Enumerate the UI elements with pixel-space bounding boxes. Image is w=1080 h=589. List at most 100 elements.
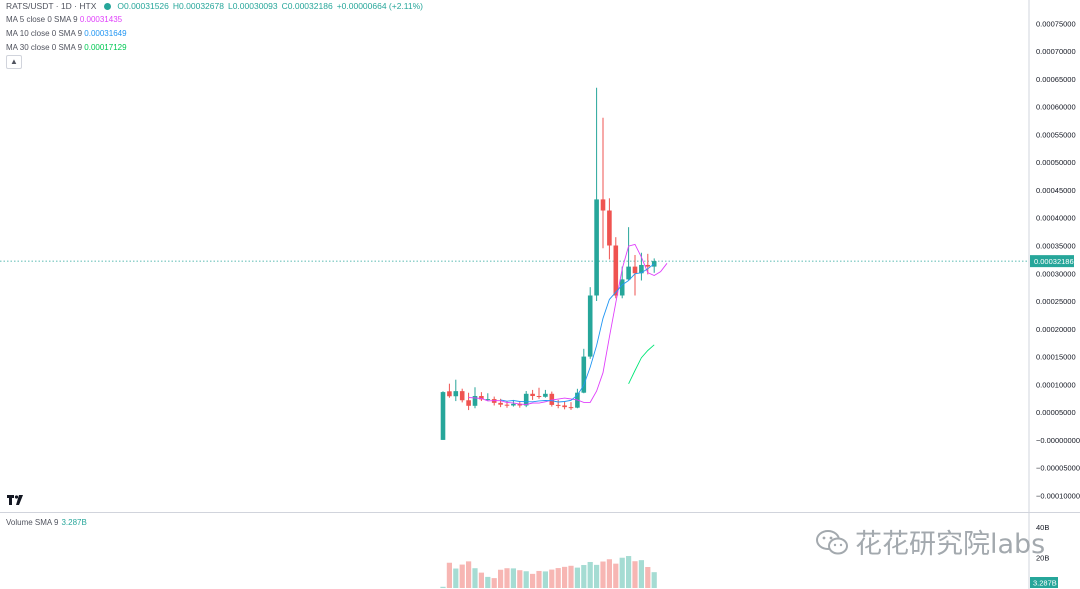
volume-bar <box>485 576 491 588</box>
candle-body <box>632 266 638 274</box>
volume-bar <box>638 560 644 588</box>
wechat-icon <box>816 530 848 555</box>
candle-body <box>555 404 561 406</box>
candle-body <box>472 396 478 406</box>
candle-body <box>613 245 619 296</box>
y-tick-label: 0.00015000 <box>1036 353 1076 362</box>
volume-bar <box>523 571 529 588</box>
y-tick-label: 0.00030000 <box>1036 269 1076 278</box>
volume-bar <box>587 561 593 588</box>
ma5-value: 0.00031435 <box>79 15 123 24</box>
last-price-badge <box>1030 255 1074 268</box>
volume-bar <box>555 568 561 588</box>
watermark-text: 花花研究院labs <box>855 529 1046 560</box>
volume-tick-label: 20B <box>1036 554 1049 563</box>
y-tick-label: 0.00035000 <box>1036 242 1076 251</box>
chevron-up-icon: ▲ <box>10 57 18 66</box>
symbol-label[interactable]: RATS/USDT · 1D · HTX <box>6 1 97 11</box>
change-value: +0.00000664 (+2.11%) <box>336 1 424 11</box>
volume-bar <box>498 569 504 588</box>
ma30-value: 0.00017129 <box>84 43 127 52</box>
ma-line-ma10 <box>500 263 655 403</box>
volume-bar <box>549 569 555 588</box>
volume-bar <box>472 568 478 588</box>
candle-body <box>549 393 555 405</box>
candle-body <box>517 403 523 406</box>
y-tick-label: −0.00010000 <box>1036 491 1080 500</box>
candle-body <box>453 391 459 397</box>
candle-body <box>466 400 471 406</box>
candle-body <box>600 199 606 211</box>
volume-bar <box>574 567 580 588</box>
y-tick-label: 0.00055000 <box>1036 130 1076 139</box>
volume-bar <box>606 559 612 588</box>
collapse-legend-button[interactable]: ▲ <box>6 55 22 69</box>
candle-body <box>511 403 516 406</box>
volume-bar <box>626 556 632 588</box>
candle-body <box>523 393 529 406</box>
candle-body <box>587 295 593 357</box>
candle-body <box>607 210 612 246</box>
candle-body <box>440 392 446 440</box>
candle-body <box>626 266 631 280</box>
ohlc-legend: RATS/USDT · 1D · HTX O0.00031526 H0.000326… <box>6 1 427 11</box>
volume-bar <box>504 568 510 588</box>
volume-bar <box>542 571 548 588</box>
y-tick-label: 0.00050000 <box>1036 158 1076 167</box>
y-tick-label: −0.00005000 <box>1036 464 1080 473</box>
y-tick-label: 0.00075000 <box>1036 19 1076 28</box>
y-tick-label: 0.00010000 <box>1036 380 1076 389</box>
y-tick-label: 0.00040000 <box>1036 214 1076 223</box>
close-value: 0.00032186 <box>287 1 333 11</box>
y-tick-label: 0.00065000 <box>1036 75 1076 84</box>
ma10-name: MA 10 close 0 SMA 9 <box>6 29 83 38</box>
ma-line-ma30 <box>628 344 655 384</box>
volume-bar <box>600 561 606 588</box>
volume-bar <box>491 578 497 588</box>
candle-body <box>498 402 503 405</box>
candle-body <box>562 405 567 408</box>
candle-body <box>639 264 644 274</box>
volume-bar <box>536 570 542 588</box>
ma10-legend[interactable]: MA 10 close 0 SMA 9 0.00031649 <box>6 29 127 39</box>
candle-body <box>530 393 535 397</box>
volume-bar <box>510 568 516 588</box>
candle-body <box>581 356 587 393</box>
tradingview-logo-icon[interactable] <box>7 495 23 505</box>
last-price-label: 0.00032186 <box>1034 257 1074 266</box>
y-tick-label: 0.00020000 <box>1036 325 1076 334</box>
volume-name: Volume SMA 9 <box>6 518 59 527</box>
high-label: H <box>172 1 180 11</box>
candle-body <box>594 199 599 296</box>
high-value: 0.00032678 <box>179 1 224 11</box>
candle-body <box>485 399 491 401</box>
y-tick-label: 0.00070000 <box>1036 47 1076 56</box>
volume-bar <box>645 567 651 588</box>
volume-bar <box>459 564 465 588</box>
volume-bar <box>453 568 459 588</box>
candle-body <box>504 404 510 406</box>
low-value: 0.00030093 <box>232 1 278 11</box>
volume-bar <box>446 562 452 588</box>
volume-bar <box>478 572 484 588</box>
candle-body <box>479 396 484 400</box>
volume-bar <box>651 572 657 588</box>
volume-bar <box>568 565 574 588</box>
candle-body <box>536 396 542 398</box>
volume-bar <box>466 561 472 588</box>
ma30-legend[interactable]: MA 30 close 0 SMA 9 0.00017129 <box>6 43 127 53</box>
candle-body <box>568 407 574 409</box>
volume-bar <box>594 564 600 588</box>
volume-bar <box>517 570 523 588</box>
open-label: O <box>117 1 124 11</box>
volume-bar <box>613 563 619 588</box>
volume-bar <box>530 573 536 588</box>
volume-bar <box>632 561 638 588</box>
low-label: L <box>227 1 233 11</box>
ma5-legend[interactable]: MA 5 close 0 SMA 9 0.00031435 <box>6 15 122 25</box>
y-tick-label: 0.00025000 <box>1036 297 1076 306</box>
ma10-value: 0.00031649 <box>84 29 127 38</box>
candle-body <box>543 393 548 397</box>
volume-legend[interactable]: Volume SMA 9 3.287B <box>6 518 87 527</box>
